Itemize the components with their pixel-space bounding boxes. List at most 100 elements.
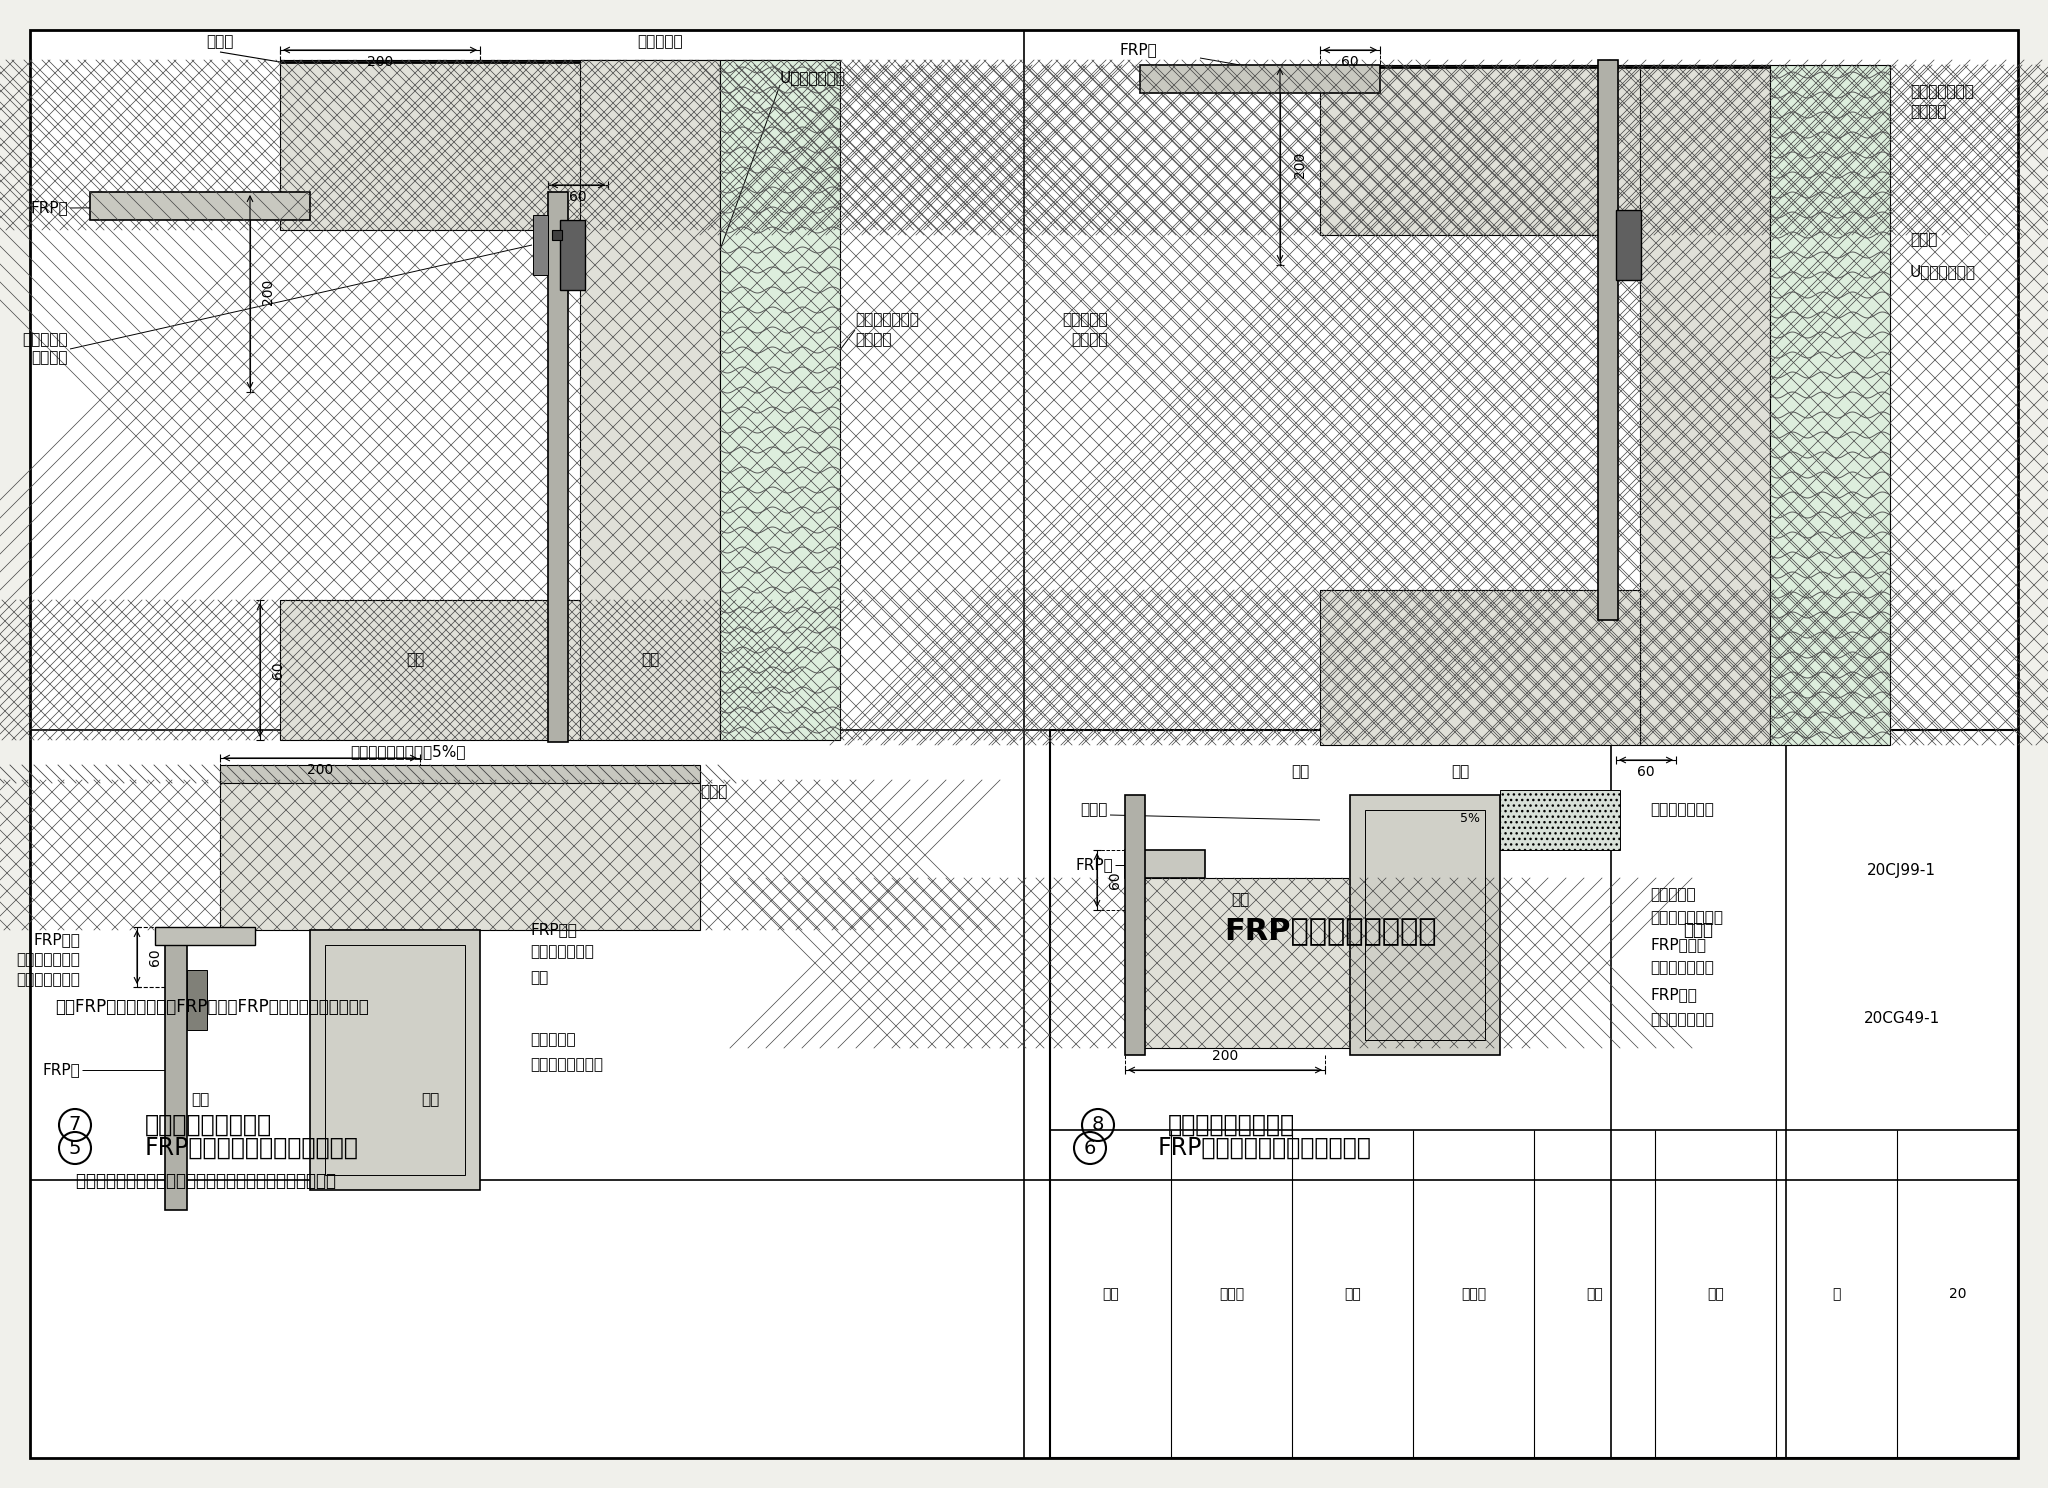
Bar (1321, 65, 1769, 235)
Bar (309, 930, 479, 1190)
Text: 耐候密封胶: 耐候密封胶 (23, 332, 68, 348)
Text: 7: 7 (70, 1116, 82, 1134)
Bar (1124, 878, 1350, 1048)
Text: 图集号: 图集号 (1683, 921, 1714, 939)
Text: 注：FRP板拼接卡扣处、FRP塞块、FRP扣盖均采用环氧树脂胶: 注：FRP板拼接卡扣处、FRP塞块、FRP扣盖均采用环氧树脂胶 (55, 997, 369, 1016)
Bar (1051, 731, 2017, 1458)
Bar (553, 231, 561, 240)
Text: 页: 页 (1833, 1287, 1841, 1301)
Text: FRP侧板（下沿）安装节点详图: FRP侧板（下沿）安装节点详图 (1157, 1135, 1372, 1161)
Bar (166, 930, 186, 1210)
Bar (580, 60, 721, 740)
Text: 软质发泡聚乙烯棒: 软质发泡聚乙烯棒 (530, 1058, 602, 1073)
Text: 60: 60 (1341, 55, 1358, 68)
Bar (1366, 809, 1485, 1040)
Bar (1769, 65, 1890, 745)
Bar (281, 600, 580, 740)
Text: 环氧树脂胶粘接: 环氧树脂胶粘接 (1651, 1012, 1714, 1028)
Text: 200: 200 (260, 278, 274, 305)
Text: U型钢制连接件: U型钢制连接件 (1911, 265, 1976, 280)
Text: 滴水: 滴水 (1231, 893, 1249, 908)
Bar (1124, 795, 1145, 1055)
Text: FRP板: FRP板 (1118, 43, 1157, 58)
Text: 内塞岩棉: 内塞岩棉 (1911, 104, 1946, 119)
Text: FRP飘窗安装节点详图: FRP飘窗安装节点详图 (1225, 915, 1438, 945)
Bar (1321, 591, 1640, 745)
Text: 校对: 校对 (1343, 1287, 1360, 1301)
Bar (219, 765, 700, 783)
Bar (281, 600, 580, 740)
Text: 灯笼铆螺母: 灯笼铆螺母 (637, 34, 682, 49)
Bar (549, 192, 567, 743)
Bar (721, 60, 840, 740)
Text: 200: 200 (307, 763, 334, 777)
Text: 200: 200 (367, 55, 393, 68)
Text: 轻钢龙骨石膏板: 轻钢龙骨石膏板 (854, 312, 920, 327)
Bar (1616, 210, 1640, 280)
Text: 徐红伟: 徐红伟 (1460, 1287, 1487, 1301)
Text: 60: 60 (1636, 765, 1655, 780)
Bar (1597, 60, 1618, 620)
Text: 60: 60 (1108, 870, 1122, 888)
Text: FRP侧板（上沿）安装节点详图: FRP侧板（上沿）安装节点详图 (145, 1135, 358, 1161)
Text: 缝隙密封: 缝隙密封 (31, 351, 68, 366)
Text: 环氧树脂胶粘接: 环氧树脂胶粘接 (530, 945, 594, 960)
Bar (1640, 65, 1769, 745)
Text: 耐候密封胶: 耐候密封胶 (1063, 312, 1108, 327)
Bar (281, 60, 780, 231)
Text: 窗下口安装节点详图: 窗下口安装节点详图 (1167, 1113, 1294, 1137)
Text: 60: 60 (569, 190, 588, 204)
Bar (1321, 591, 1640, 745)
Text: 20CG49-1: 20CG49-1 (1864, 1010, 1939, 1025)
Text: 室内: 室内 (1290, 765, 1309, 780)
Text: 室内: 室内 (641, 653, 659, 668)
Text: 环氧树脂胶粘接: 环氧树脂胶粘接 (1651, 960, 1714, 976)
Text: 弹性密封膏: 弹性密封膏 (1651, 887, 1696, 903)
Text: 防水层: 防水层 (1081, 802, 1108, 817)
Text: 5: 5 (70, 1138, 82, 1158)
Text: FRP板: FRP板 (31, 201, 68, 216)
Bar (1769, 65, 1890, 745)
Text: 6: 6 (1083, 1138, 1096, 1158)
Text: 聚氨酯发泡填充: 聚氨酯发泡填充 (1651, 802, 1714, 817)
Bar (1350, 795, 1499, 1055)
Text: FRP塞块: FRP塞块 (1651, 988, 1698, 1003)
Bar (326, 945, 465, 1176)
Text: 于涛峰: 于涛峰 (1219, 1287, 1243, 1301)
Text: 5%: 5% (1460, 811, 1481, 824)
Text: 室外: 室外 (406, 653, 424, 668)
Bar (1141, 65, 1380, 92)
Text: 王锐: 王锐 (1708, 1287, 1724, 1301)
Text: 8: 8 (1092, 1116, 1104, 1134)
Text: 室外: 室外 (422, 1092, 438, 1107)
Text: 轻钢龙骨石膏板: 轻钢龙骨石膏板 (1911, 85, 1974, 100)
Text: 缝隙密封: 缝隙密封 (1071, 332, 1108, 348)
Text: 铆螺母: 铆螺母 (1911, 232, 1937, 247)
Text: FRP封盖: FRP封盖 (530, 923, 578, 937)
Text: FRP塞块: FRP塞块 (33, 933, 80, 948)
Text: 环氧树脂胶粘接: 环氧树脂胶粘接 (16, 952, 80, 967)
Bar (1124, 850, 1204, 878)
Text: 20CJ99-1: 20CJ99-1 (1868, 863, 1935, 878)
Text: 审核: 审核 (1102, 1287, 1118, 1301)
Text: 聚氨酯发泡填充: 聚氨酯发泡填充 (16, 973, 80, 988)
Text: FRP板: FRP板 (1075, 857, 1112, 872)
Text: 软质发泡聚乙烯棒: 软质发泡聚乙烯棒 (1651, 911, 1722, 926)
Bar (186, 970, 207, 1030)
Text: 弹性密封膏: 弹性密封膏 (530, 1033, 575, 1048)
Text: 设计: 设计 (1585, 1287, 1604, 1301)
Bar (156, 927, 256, 945)
Text: U型钢制连接件: U型钢制连接件 (780, 70, 846, 85)
Text: 内塞岩棉: 内塞岩棉 (854, 332, 891, 348)
Text: 防水层: 防水层 (700, 784, 727, 799)
Text: FRP板封盖: FRP板封盖 (1651, 937, 1706, 952)
Text: 60: 60 (147, 948, 162, 966)
Bar (219, 780, 700, 930)
Text: 200: 200 (1212, 1049, 1239, 1062)
Text: 窗上口安装节点详图: 窗上口安装节点详图 (145, 1113, 272, 1137)
Bar (90, 192, 309, 220)
Bar (219, 780, 700, 930)
Text: 200: 200 (1292, 152, 1307, 179)
Text: FRP板: FRP板 (43, 1062, 80, 1077)
Bar (281, 60, 780, 231)
